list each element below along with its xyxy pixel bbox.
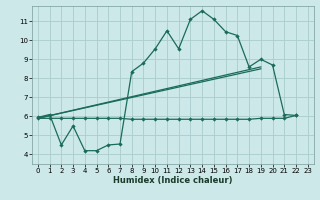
X-axis label: Humidex (Indice chaleur): Humidex (Indice chaleur)	[113, 176, 233, 185]
